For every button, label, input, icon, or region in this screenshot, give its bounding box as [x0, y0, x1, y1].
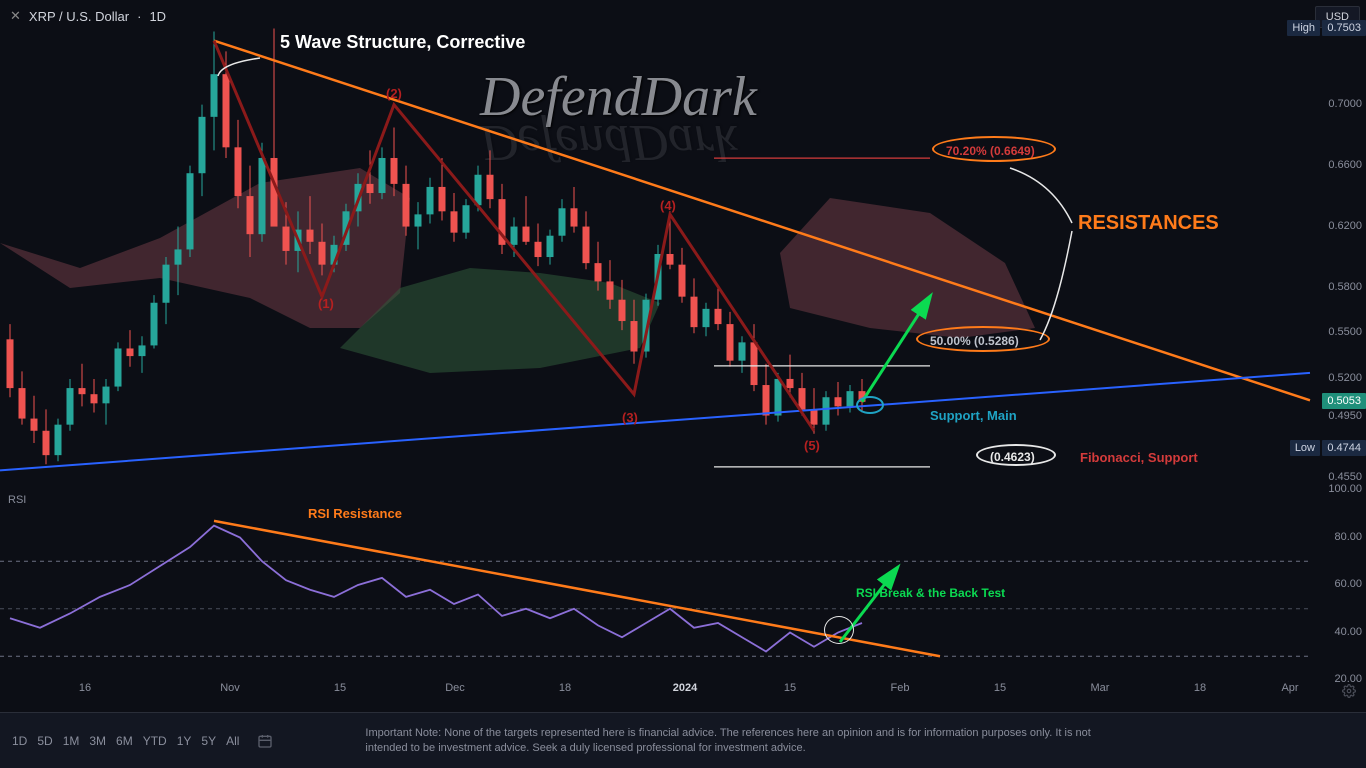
price-chart[interactable]: [0, 28, 1310, 478]
bottom-toolbar: 1D 5D 1M 3M 6M YTD 1Y 5Y All Important Note: Non…: [0, 712, 1366, 768]
timeframe-6m[interactable]: 6M: [116, 734, 133, 748]
price-axis: 0.45500.49500.52000.55000.58000.62000.66…: [1310, 28, 1366, 478]
timeframe-3m[interactable]: 3M: [89, 734, 106, 748]
calendar-icon[interactable]: [257, 733, 273, 749]
symbol-header: ✕ XRP / U.S. Dollar · 1D: [10, 8, 166, 24]
timeframe-list: 1D 5D 1M 3M 6M YTD 1Y 5Y All: [12, 734, 239, 748]
disclaimer-text: Important Note: None of the targets repr…: [365, 726, 1125, 756]
timeframe-1m[interactable]: 1M: [63, 734, 80, 748]
symbol-name: XRP / U.S. Dollar: [29, 9, 129, 24]
interval-label: 1D: [149, 9, 166, 24]
timeframe-1d[interactable]: 1D: [12, 734, 27, 748]
rsi-axis: 20.0040.0060.0080.00100.00: [1310, 490, 1366, 680]
timeframe-all[interactable]: All: [226, 734, 239, 748]
gear-icon[interactable]: [1342, 684, 1356, 703]
time-axis: 16Nov15Dec18202415Feb15Mar18Apr: [0, 682, 1310, 702]
timeframe-5y[interactable]: 5Y: [201, 734, 216, 748]
timeframe-1y[interactable]: 1Y: [177, 734, 192, 748]
timeframe-5d[interactable]: 5D: [37, 734, 52, 748]
rsi-chart[interactable]: [0, 490, 1310, 680]
close-icon[interactable]: ✕: [10, 8, 21, 24]
timeframe-ytd[interactable]: YTD: [143, 734, 167, 748]
